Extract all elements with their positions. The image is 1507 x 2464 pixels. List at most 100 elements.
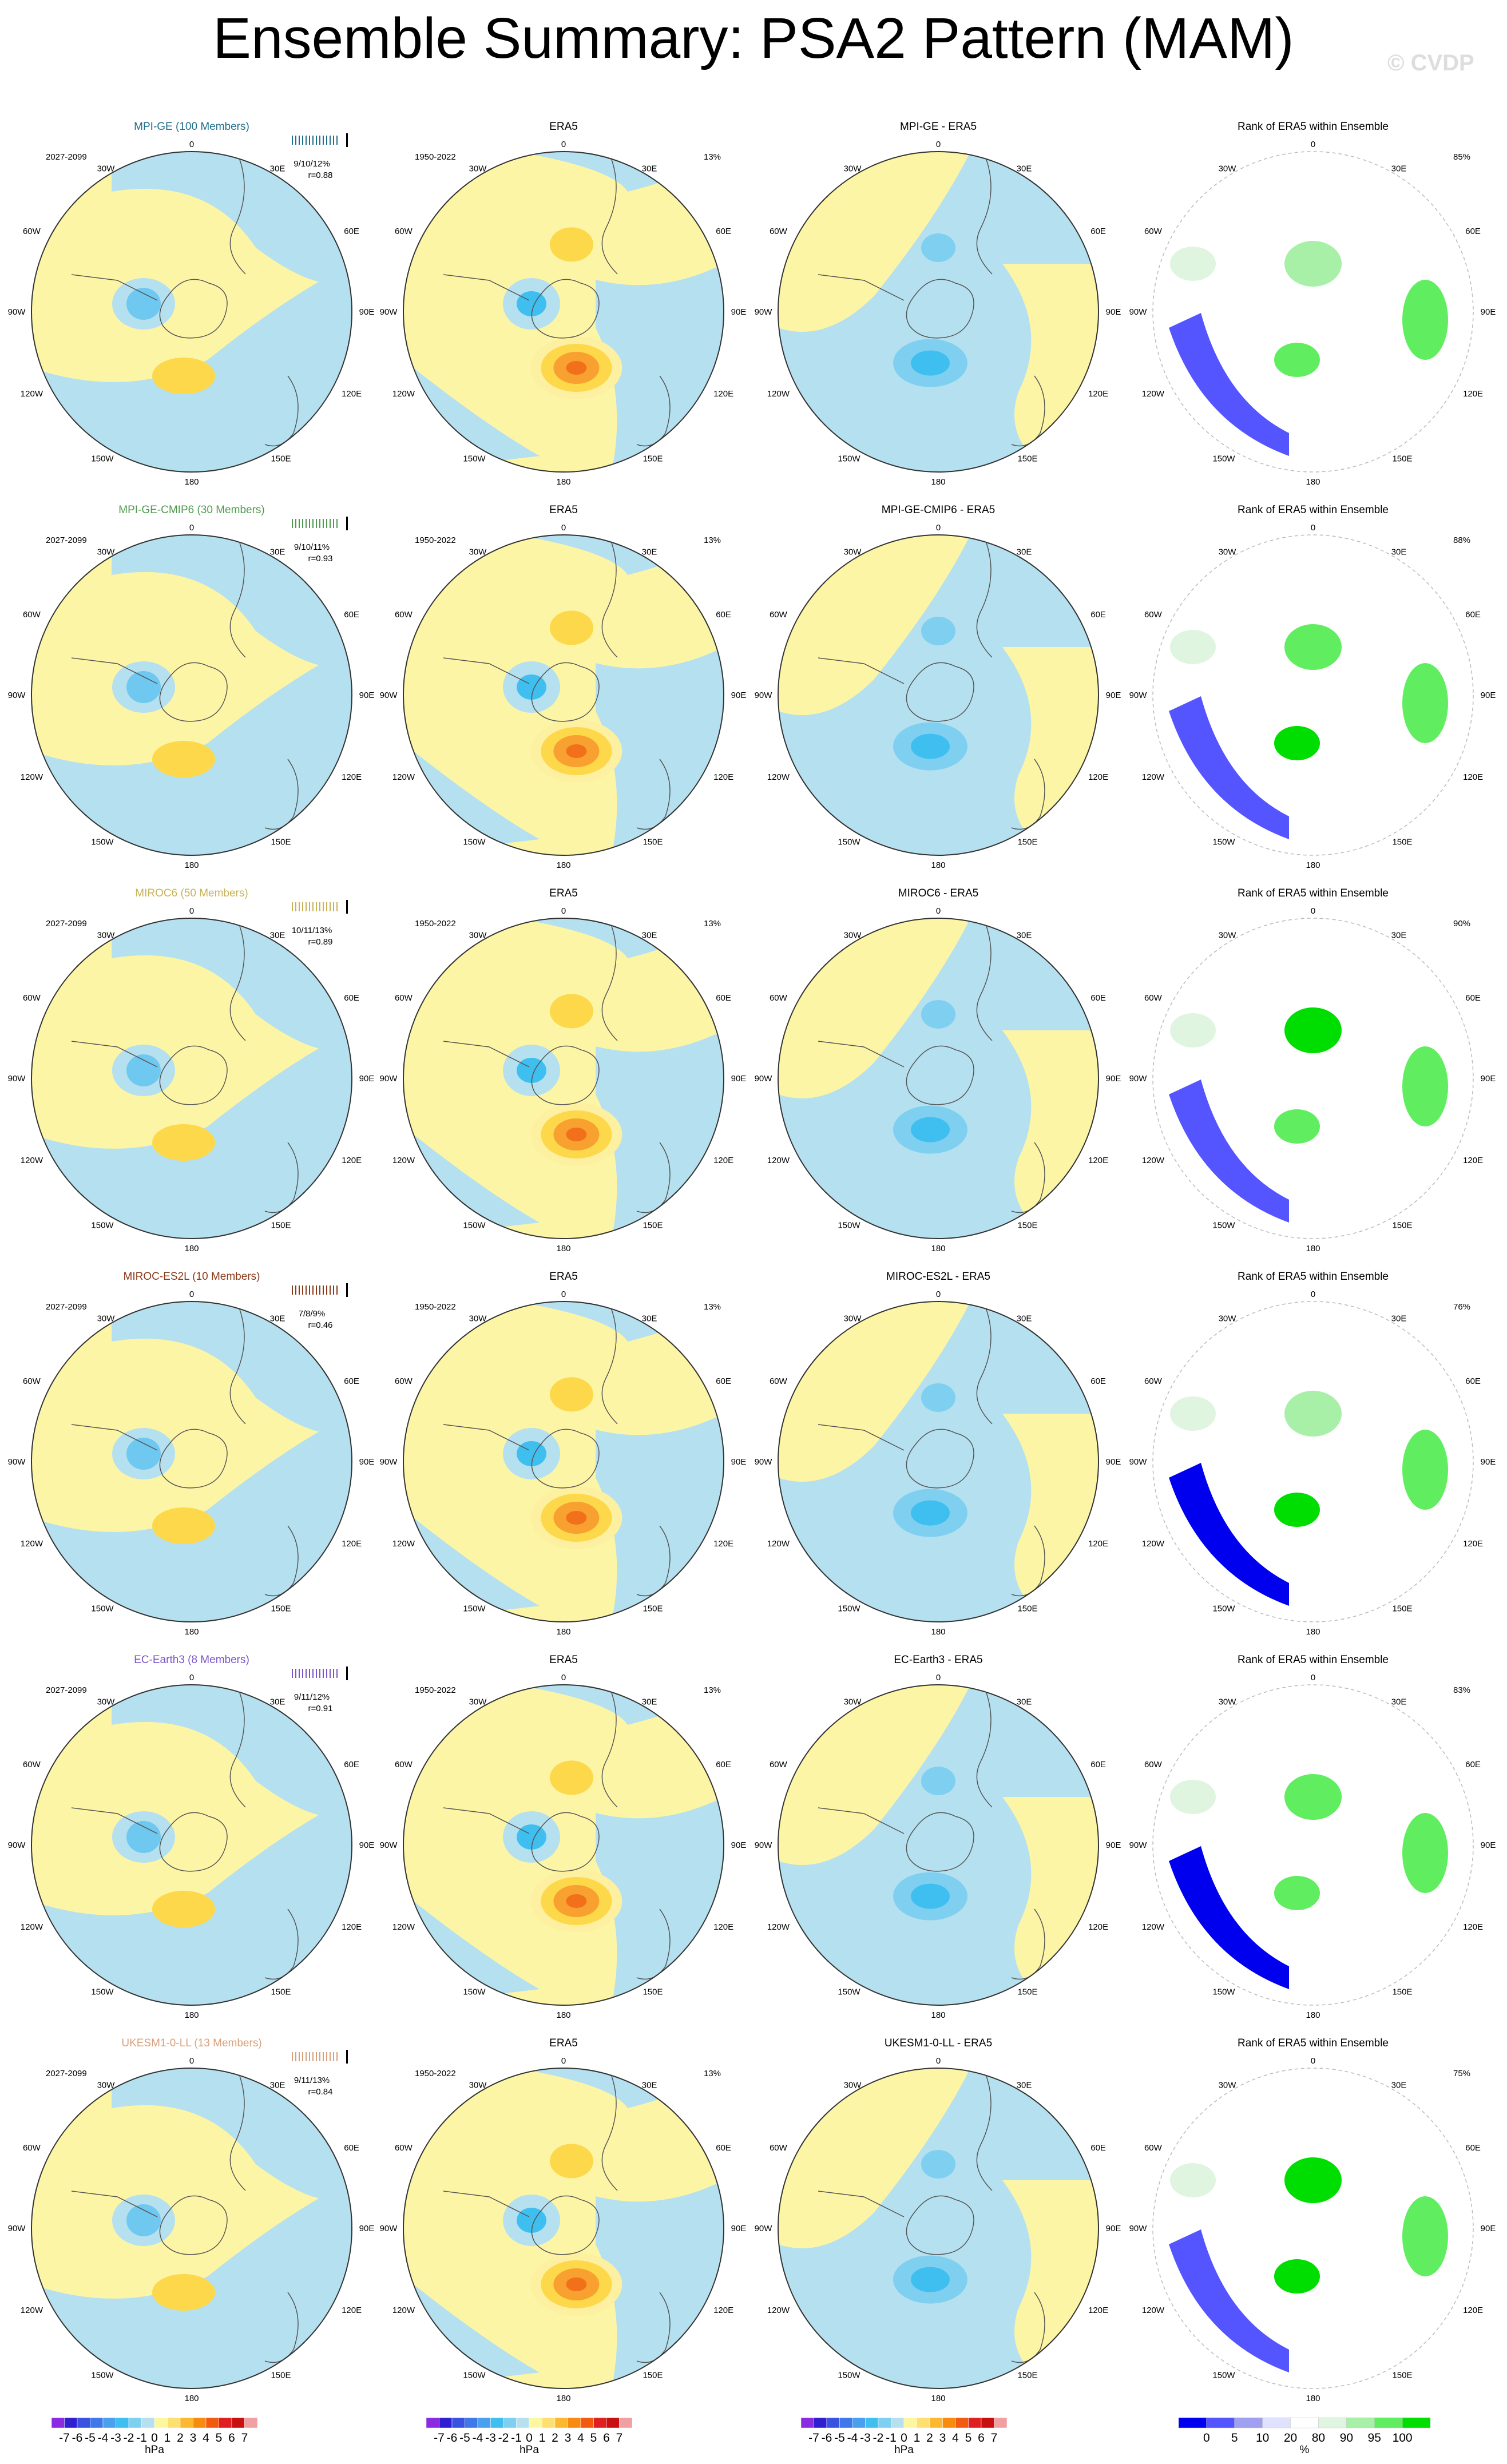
lon-label-90w: 90W (755, 691, 773, 700)
lon-label-150e: 150E (271, 1221, 291, 1231)
map-fill (1153, 535, 1473, 855)
obs-tick (346, 1283, 348, 1297)
positive-core (152, 2274, 215, 2311)
lon-label-150e: 150E (643, 454, 663, 464)
map-fill (1153, 918, 1473, 1239)
high-rank-north (1284, 624, 1342, 670)
member-tick (295, 519, 296, 528)
positive-peak (566, 1128, 587, 1141)
high-rank-east (1402, 280, 1448, 360)
lon-label-150w: 150W (463, 1987, 486, 1997)
lon-label-150e: 150E (271, 1987, 291, 1997)
member-tick (336, 519, 338, 528)
rank-title: Rank of ERA5 within Ensemble (1238, 2037, 1389, 2049)
lon-label-30e: 30E (1391, 2080, 1407, 2090)
model-period: 2027-2099 (46, 535, 87, 545)
positive-north (550, 1377, 593, 1412)
member-tick (326, 519, 327, 528)
australia-outline (1011, 1525, 1045, 1597)
member-tick (299, 519, 300, 528)
high-rank-north (1284, 2157, 1342, 2203)
lon-label-30w: 30W (469, 547, 487, 557)
member-tick (302, 1669, 303, 1678)
rank-title: Rank of ERA5 within Ensemble (1238, 1654, 1389, 1666)
positive-core (152, 1507, 215, 1544)
australia-outline (1011, 2292, 1045, 2363)
positive-peak (566, 2277, 587, 2291)
colorbar-swatch (516, 2417, 530, 2429)
colorbar-tick-label: 3 (565, 2431, 572, 2445)
africa-outline (601, 542, 618, 658)
south-america-outline (443, 1424, 530, 1451)
positive-north (550, 610, 593, 645)
member-tick (295, 902, 296, 911)
antarctica-outline (531, 1812, 600, 1872)
lon-label-60w: 60W (770, 1376, 788, 1386)
lon-label-30w: 30W (1219, 547, 1237, 557)
member-tick (319, 519, 320, 528)
pct-stats: 9/11/13% (294, 2076, 330, 2085)
lon-label-120e: 120E (713, 772, 733, 782)
australia-outline (264, 759, 299, 830)
lon-label-180: 180 (556, 860, 570, 870)
low-rank-band (1169, 696, 1289, 839)
colorbar-tick-label: 2 (926, 2431, 933, 2445)
row-6: 0 30W 30E 60W 60E 90W 90E 120W 120E 150W 150E 180 0 3… (8, 2037, 1496, 2403)
lon-label-120w: 120W (767, 772, 790, 782)
lon-label-180: 180 (1306, 860, 1320, 870)
member-tick (312, 1285, 314, 1295)
map-fill (403, 1685, 724, 2005)
colorbar-swatch (439, 2417, 453, 2429)
negative-core (911, 350, 950, 376)
lon-label-120e: 120E (1088, 389, 1108, 399)
map-fill (403, 1302, 724, 1622)
south-america-outline (443, 657, 530, 684)
lon-label-0: 0 (561, 523, 566, 533)
lon-label-180: 180 (184, 477, 199, 487)
south-america-outline (443, 274, 530, 301)
map-fill (1153, 2068, 1473, 2388)
colorbar-tick-label: 1 (539, 2431, 546, 2445)
lon-label-120w: 120W (767, 389, 790, 399)
model-period: 2027-2099 (46, 1685, 87, 1695)
diff-title: MPI-GE - ERA5 (900, 121, 977, 133)
antarctica-outline (531, 1045, 600, 1105)
australia-outline (264, 1525, 299, 1597)
rank-pct: 76% (1453, 1302, 1470, 1312)
south-america-outline (818, 1041, 905, 1068)
lon-label-150w: 150W (838, 1987, 860, 1997)
rank-pct: 90% (1453, 919, 1470, 929)
colorbar-tick-label: 5 (965, 2431, 972, 2445)
lon-label-0: 0 (189, 1673, 194, 1683)
lon-label-0: 0 (1311, 2056, 1315, 2066)
lon-label-150e: 150E (1392, 1604, 1412, 1614)
lon-label-60e: 60E (1090, 2143, 1106, 2153)
lon-label-90w: 90W (1129, 2224, 1148, 2233)
antarctica-outline (906, 2195, 974, 2255)
lon-label-60w: 60W (1144, 993, 1163, 1003)
pct-stats: 7/8/9% (299, 1309, 326, 1319)
map-boundary (403, 1684, 724, 2006)
antarctica-outline (159, 1429, 228, 1489)
lon-label-30w: 30W (469, 1314, 487, 1323)
lon-label-30e: 30E (642, 164, 657, 173)
member-tick (336, 1285, 338, 1295)
lon-label-0: 0 (189, 906, 194, 916)
colorbar-swatch (231, 2417, 245, 2429)
colorbar-swatch (1178, 2417, 1207, 2429)
lon-label-120e: 120E (342, 772, 362, 782)
map-fill (778, 152, 1098, 472)
colorbar-tick-label: -1 (886, 2431, 897, 2445)
member-tick (312, 519, 314, 528)
member-tick (309, 519, 310, 528)
antarctica-outline (531, 279, 600, 339)
lon-label-150w: 150W (463, 1221, 486, 1231)
colorbar-swatch (219, 2417, 232, 2429)
lon-label-0: 0 (561, 1289, 566, 1299)
lon-label-90e: 90E (359, 1840, 375, 1850)
obs-pct: 13% (704, 919, 721, 929)
lon-label-90e: 90E (1481, 1074, 1496, 1084)
lon-label-90e: 90E (1106, 2224, 1121, 2233)
lon-label-180: 180 (184, 2010, 199, 2020)
lon-label-90e: 90E (731, 307, 747, 317)
